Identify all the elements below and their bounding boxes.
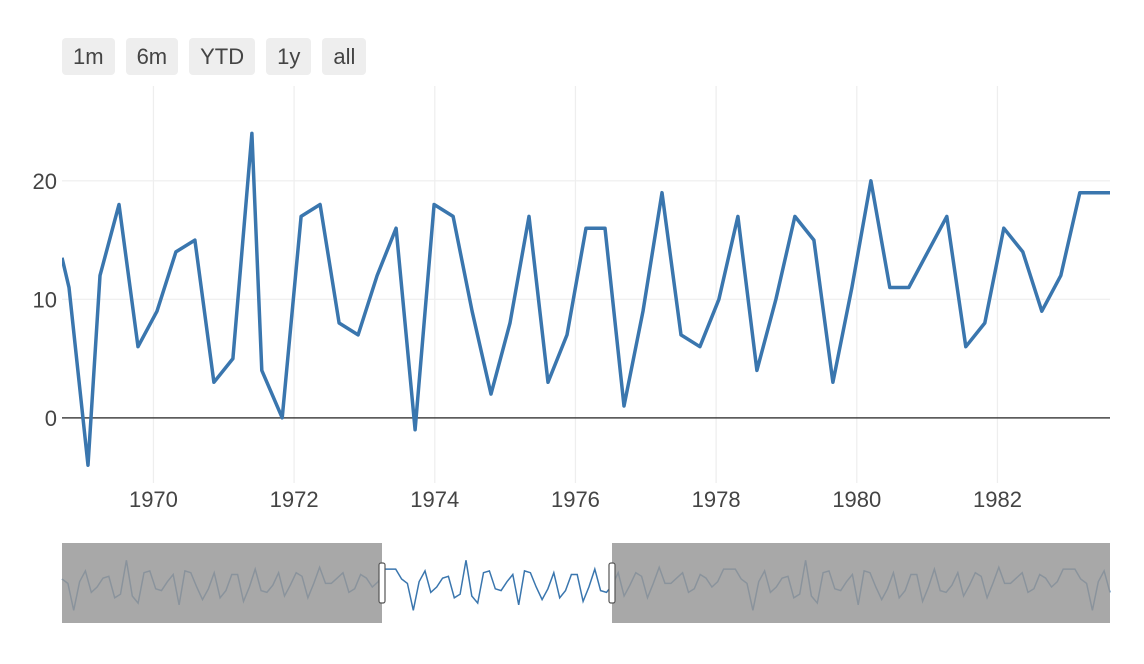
range-slider-handle-left[interactable] [378,562,386,604]
x-tick-label: 1972 [270,487,319,512]
x-tick-label: 1978 [692,487,741,512]
x-tick-label: 1982 [973,487,1022,512]
x-tick-label: 1976 [551,487,600,512]
grid-layer [62,86,1110,483]
y-tick-label: 0 [45,406,57,431]
range-slider-mask-left [62,543,382,623]
range-button-1y[interactable]: 1y [266,38,312,75]
y-tick-label: 20 [33,169,57,194]
range-button-ytd[interactable]: YTD [189,38,256,75]
axis-layer: 1970 1972 1974 1976 1978 1980 1982 0 10 20 [33,169,1022,512]
range-slider-handle-right[interactable] [608,562,616,604]
range-button-1m[interactable]: 1m [62,38,115,75]
range-selector: 1m 6m YTD 1y all [62,38,367,75]
range-button-6m[interactable]: 6m [125,38,179,75]
x-tick-label: 1974 [410,487,459,512]
x-tick-label: 1980 [832,487,881,512]
series-line[interactable] [62,131,1110,467]
y-tick-label: 10 [33,287,57,312]
range-slider-mask-right [612,543,1110,623]
range-slider[interactable] [61,543,1111,623]
x-tick-label: 1970 [129,487,178,512]
series-layer [62,131,1110,467]
range-button-all[interactable]: all [322,38,367,75]
